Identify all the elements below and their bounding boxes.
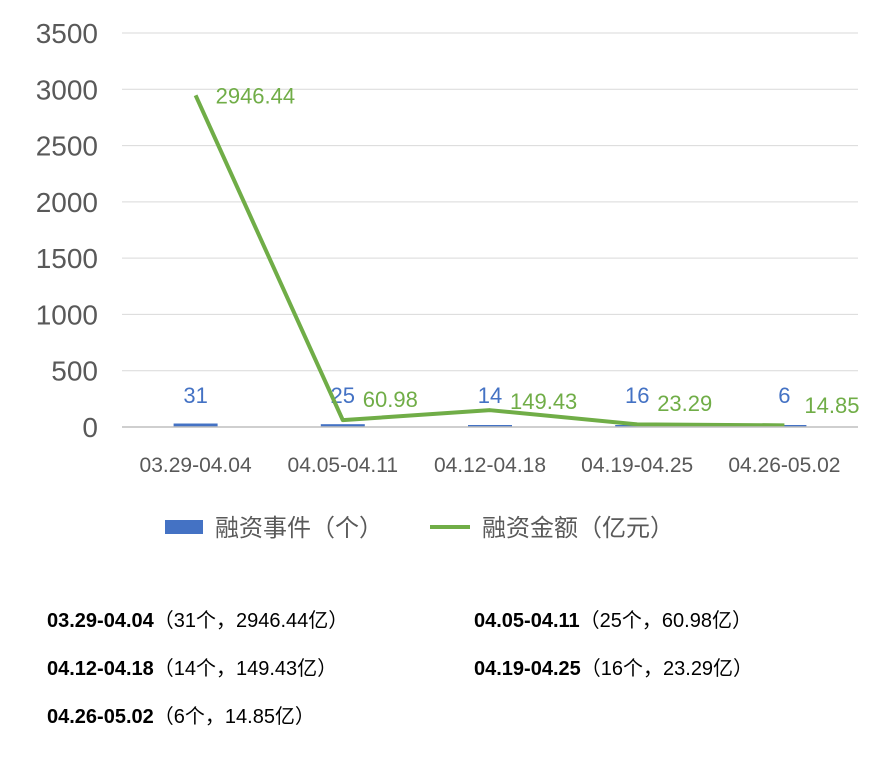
bar xyxy=(173,423,218,427)
note-item: 04.26-05.02（6个，14.85亿） xyxy=(47,700,315,729)
x-tick-label: 04.26-05.02 xyxy=(728,454,840,477)
bar xyxy=(762,425,807,427)
legend-label-line: 融资金额（亿元） xyxy=(482,515,674,542)
note-item: 04.19-04.25（16个，23.29亿） xyxy=(474,652,753,681)
line-data-label: 149.43 xyxy=(510,389,577,414)
note-period: 03.29-04.04 xyxy=(47,610,154,632)
bar-data-label: 6 xyxy=(778,383,790,408)
y-tick-label: 3500 xyxy=(36,18,98,49)
line-data-label: 14.85 xyxy=(804,393,859,418)
note-period: 04.12-04.18 xyxy=(47,658,154,680)
line-data-label: 2946.44 xyxy=(216,83,296,108)
legend-swatch-bar xyxy=(165,520,203,534)
bar-data-label: 14 xyxy=(478,383,502,408)
note-detail: （16个，23.29亿） xyxy=(580,658,754,680)
y-tick-label: 1000 xyxy=(36,299,98,330)
note-item: 04.12-04.18（14个，149.43亿） xyxy=(47,652,337,681)
y-tick-label: 3000 xyxy=(36,74,98,105)
x-tick-label: 04.05-04.11 xyxy=(288,454,399,477)
note-detail: （6个，14.85亿） xyxy=(153,706,315,728)
x-axis: 03.29-04.04 04.05-04.11 04.12-04.18 04.19-0… xyxy=(122,426,858,477)
line-path xyxy=(193,94,785,428)
note-detail: （14个，149.43亿） xyxy=(153,658,338,680)
y-axis: 0 500 1000 1500 2000 2500 3000 3500 xyxy=(36,18,98,443)
x-tick-label: 04.12-04.18 xyxy=(434,454,546,477)
y-tick-label: 0 xyxy=(82,412,98,443)
line-data-label: 60.98 xyxy=(363,387,418,412)
y-tick-label: 500 xyxy=(51,356,98,387)
bar-data-label: 31 xyxy=(183,383,207,408)
note-detail: （31个，2946.44亿） xyxy=(153,610,349,632)
bar-data-label: 16 xyxy=(625,383,649,408)
line-data-label: 23.29 xyxy=(657,391,712,416)
bar xyxy=(320,424,365,427)
line-series: 2946.44 60.98 149.43 23.29 14.85 xyxy=(193,83,859,428)
y-tick-label: 2500 xyxy=(36,131,98,162)
y-tick-label: 2000 xyxy=(36,187,98,218)
legend-label-bar: 融资事件（个） xyxy=(215,515,383,542)
note-item: 03.29-04.04（31个，2946.44亿） xyxy=(47,604,348,633)
y-tick-label: 1500 xyxy=(36,243,98,274)
note-period: 04.19-04.25 xyxy=(474,658,581,680)
note-period: 04.05-04.11 xyxy=(474,610,580,632)
x-tick-label: 03.29-04.04 xyxy=(140,454,252,477)
bar xyxy=(468,425,512,427)
bar-series: 31 25 14 16 6 xyxy=(173,383,807,427)
note-period: 04.26-05.02 xyxy=(47,706,154,728)
x-tick-label: 04.19-04.25 xyxy=(581,454,693,477)
note-detail: （25个，60.98亿） xyxy=(579,610,752,632)
note-item: 04.05-04.11（25个，60.98亿） xyxy=(474,604,752,633)
legend: 融资事件（个） 融资金额（亿元） xyxy=(165,515,674,542)
